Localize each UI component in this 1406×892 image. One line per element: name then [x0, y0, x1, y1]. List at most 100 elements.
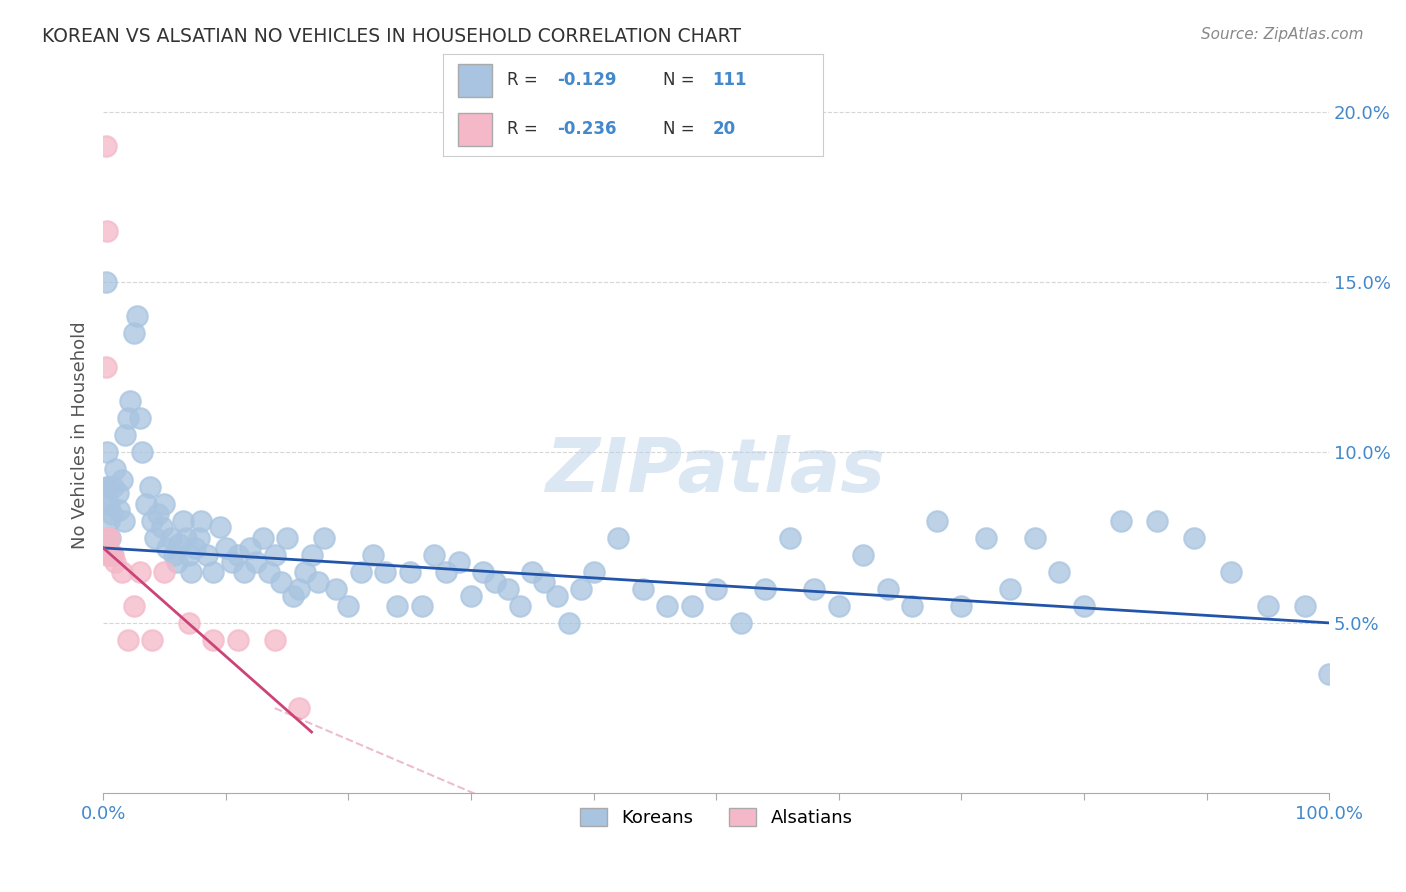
- Point: [177, 615, 200, 630]
- Point: [361, 548, 384, 562]
- Point: [1317, 667, 1340, 681]
- Point: [1047, 565, 1070, 579]
- Point: [135, 497, 157, 511]
- Point: [1000, 582, 1022, 596]
- Text: -0.236: -0.236: [557, 120, 616, 138]
- Point: [167, 537, 190, 551]
- Point: [239, 541, 262, 555]
- Point: [484, 574, 506, 589]
- Point: [558, 615, 581, 630]
- Point: [166, 555, 188, 569]
- Point: [100, 548, 122, 562]
- Point: [252, 531, 274, 545]
- Point: [153, 565, 176, 579]
- Point: [110, 565, 132, 579]
- Point: [509, 599, 531, 613]
- Point: [779, 531, 801, 545]
- Point: [226, 548, 249, 562]
- Point: [533, 574, 555, 589]
- Point: [1182, 531, 1205, 545]
- Point: [828, 599, 851, 613]
- Point: [180, 565, 202, 579]
- Point: [294, 565, 316, 579]
- Point: [114, 428, 136, 442]
- FancyBboxPatch shape: [458, 64, 492, 96]
- Point: [307, 574, 329, 589]
- Point: [176, 531, 198, 545]
- Point: [1257, 599, 1279, 613]
- Point: [96, 548, 118, 562]
- Point: [974, 531, 997, 545]
- Point: [447, 555, 470, 569]
- Point: [655, 599, 678, 613]
- Point: [143, 531, 166, 545]
- Point: [631, 582, 654, 596]
- Point: [398, 565, 420, 579]
- Point: [110, 473, 132, 487]
- Point: [127, 309, 149, 323]
- Point: [460, 589, 482, 603]
- Point: [97, 479, 120, 493]
- Point: [925, 514, 948, 528]
- Point: [101, 479, 124, 493]
- Point: [283, 589, 305, 603]
- Point: [681, 599, 703, 613]
- Point: [270, 574, 292, 589]
- Point: [107, 486, 129, 500]
- Text: R =: R =: [508, 71, 544, 89]
- Point: [98, 497, 121, 511]
- Point: [546, 589, 568, 603]
- Point: [202, 632, 225, 647]
- Point: [100, 548, 122, 562]
- Point: [104, 555, 127, 569]
- Point: [245, 555, 267, 569]
- Point: [704, 582, 727, 596]
- Point: [159, 531, 181, 545]
- Point: [97, 497, 120, 511]
- Point: [852, 548, 875, 562]
- Point: [1024, 531, 1046, 545]
- Text: 111: 111: [713, 71, 747, 89]
- Point: [177, 548, 200, 562]
- Point: [131, 445, 153, 459]
- Point: [263, 548, 285, 562]
- Point: [208, 520, 231, 534]
- Text: R =: R =: [508, 120, 544, 138]
- Point: [122, 599, 145, 613]
- Point: [1294, 599, 1316, 613]
- Point: [374, 565, 396, 579]
- Point: [104, 462, 127, 476]
- Point: [156, 541, 179, 555]
- Point: [129, 411, 152, 425]
- Text: N =: N =: [664, 120, 700, 138]
- Text: 20: 20: [713, 120, 735, 138]
- Point: [325, 582, 347, 596]
- Point: [1109, 514, 1132, 528]
- Point: [190, 514, 212, 528]
- Point: [276, 531, 298, 545]
- Point: [301, 548, 323, 562]
- Point: [117, 411, 139, 425]
- Point: [901, 599, 924, 613]
- Point: [153, 497, 176, 511]
- Point: [117, 632, 139, 647]
- Text: N =: N =: [664, 71, 700, 89]
- Point: [129, 565, 152, 579]
- Point: [120, 394, 142, 409]
- Point: [411, 599, 433, 613]
- Point: [754, 582, 776, 596]
- Point: [607, 531, 630, 545]
- Point: [94, 275, 117, 289]
- Point: [141, 632, 163, 647]
- Point: [226, 632, 249, 647]
- Point: [184, 541, 207, 555]
- Point: [122, 326, 145, 340]
- Point: [138, 479, 160, 493]
- Point: [1073, 599, 1095, 613]
- Point: [163, 548, 186, 562]
- Point: [148, 507, 170, 521]
- Point: [436, 565, 458, 579]
- Point: [257, 565, 280, 579]
- Point: [101, 548, 124, 562]
- Point: [112, 514, 135, 528]
